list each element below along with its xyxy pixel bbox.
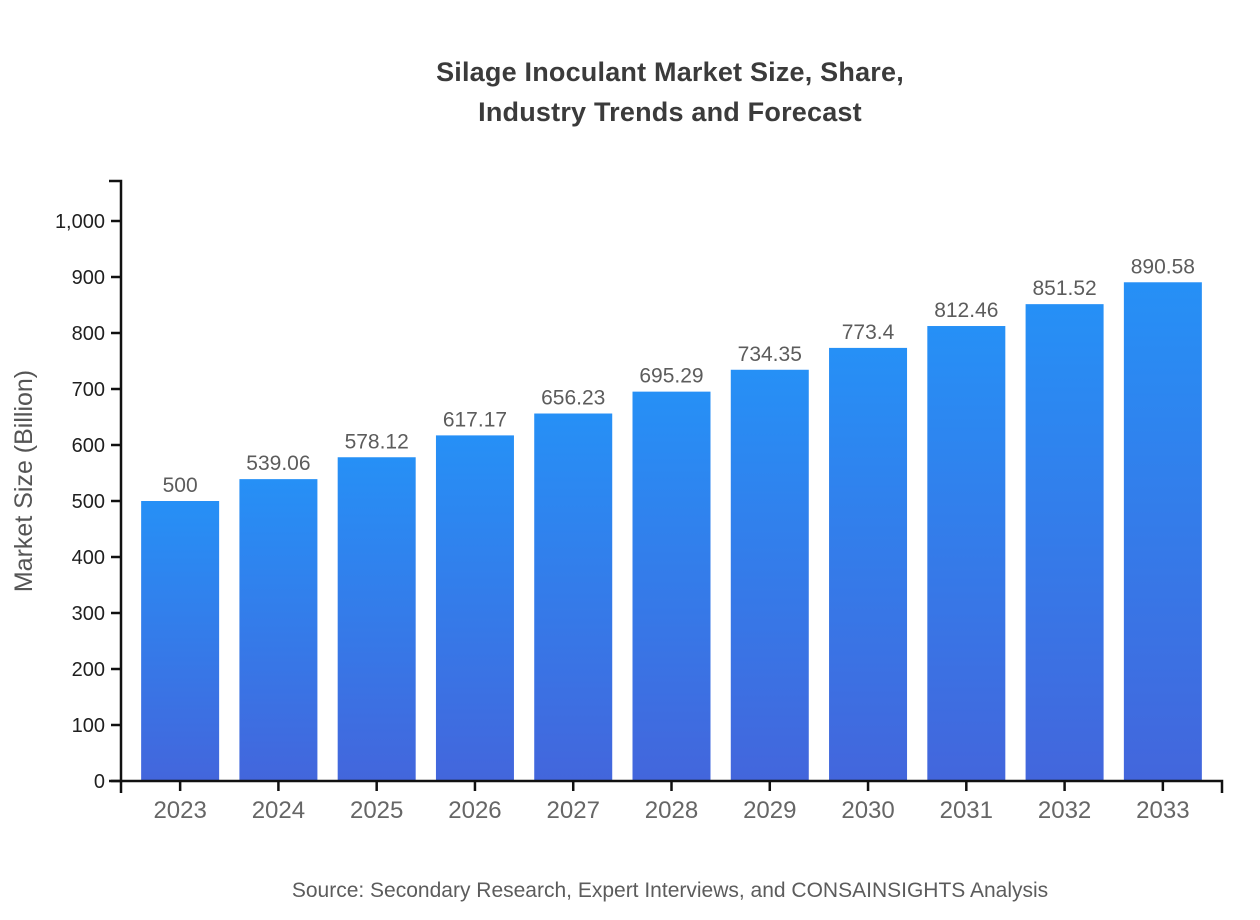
- value-label-2025: 578.12: [345, 430, 409, 453]
- bar-2024: [239, 479, 318, 781]
- y-tick-label-0: 0: [94, 771, 105, 793]
- bar-2030: [829, 347, 908, 781]
- bar-2032: [1025, 304, 1104, 781]
- x-tick-label-2025: 2025: [350, 797, 403, 824]
- y-tick-label-300: 300: [72, 603, 105, 625]
- x-tick-label-2032: 2032: [1038, 797, 1091, 824]
- y-tick-label-100: 100: [72, 715, 105, 737]
- x-tick-label-2024: 2024: [252, 797, 305, 824]
- bars-group: [141, 282, 1202, 781]
- y-tick-label-500: 500: [72, 491, 105, 513]
- x-tick-label-2030: 2030: [841, 797, 894, 824]
- value-label-2029: 734.35: [738, 343, 802, 366]
- bar-2023: [141, 501, 220, 781]
- x-tick-label-2027: 2027: [547, 797, 600, 824]
- x-tick-label-2023: 2023: [153, 797, 206, 824]
- x-tick-label-2028: 2028: [645, 797, 698, 824]
- y-tick-label-900: 900: [72, 267, 105, 289]
- value-label-2031: 812.46: [934, 299, 998, 322]
- y-axis-line: [109, 179, 123, 783]
- bar-2027: [534, 413, 613, 781]
- value-label-2026: 617.17: [443, 408, 507, 431]
- x-tick-label-2029: 2029: [743, 797, 796, 824]
- x-tick-label-2031: 2031: [940, 797, 993, 824]
- value-label-2028: 695.29: [639, 365, 703, 388]
- bar-2033: [1123, 282, 1202, 781]
- y-tick-label-600: 600: [72, 435, 105, 457]
- x-tick-label-2026: 2026: [448, 797, 501, 824]
- bar-2026: [435, 435, 514, 781]
- chart-title: Silage Inoculant Market Size, Share, Ind…: [80, 52, 1260, 132]
- y-axis: 0 100 200 300 400 500 600 700 800 900 1,000: [55, 179, 123, 793]
- chart-title-line-2: Industry Trends and Forecast: [478, 97, 862, 127]
- source-caption: Source: Secondary Research, Expert Inter…: [291, 879, 1049, 902]
- y-tick-label-200: 200: [72, 659, 105, 681]
- y-axis-title: Market Size (Billion): [10, 370, 38, 592]
- bar-2025: [337, 457, 416, 781]
- value-label-2027: 656.23: [541, 387, 605, 410]
- chart-title-line-1: Silage Inoculant Market Size, Share,: [436, 57, 904, 87]
- value-label-2030: 773.4: [842, 321, 895, 344]
- y-tick-label-400: 400: [72, 547, 105, 569]
- value-labels-group: 500 539.06 578.12 617.17 656.23 695.29 734.35 7…: [163, 255, 1195, 497]
- y-tick-label-700: 700: [72, 379, 105, 401]
- y-tick-label-1,000: 1,000: [55, 211, 105, 233]
- value-label-2032: 851.52: [1032, 277, 1096, 300]
- y-tick-label-800: 800: [72, 323, 105, 345]
- x-tick-label-2033: 2033: [1136, 797, 1189, 824]
- x-axis: 2023 2024 2025 2026 2027 2028 2029 2030 2031 2032…: [119, 779, 1224, 824]
- bar-2029: [730, 369, 809, 781]
- value-label-2023: 500: [163, 474, 198, 497]
- value-label-2033: 890.58: [1131, 255, 1195, 278]
- bar-2028: [632, 391, 711, 781]
- bar-2031: [927, 326, 1006, 781]
- value-label-2024: 539.06: [246, 452, 310, 475]
